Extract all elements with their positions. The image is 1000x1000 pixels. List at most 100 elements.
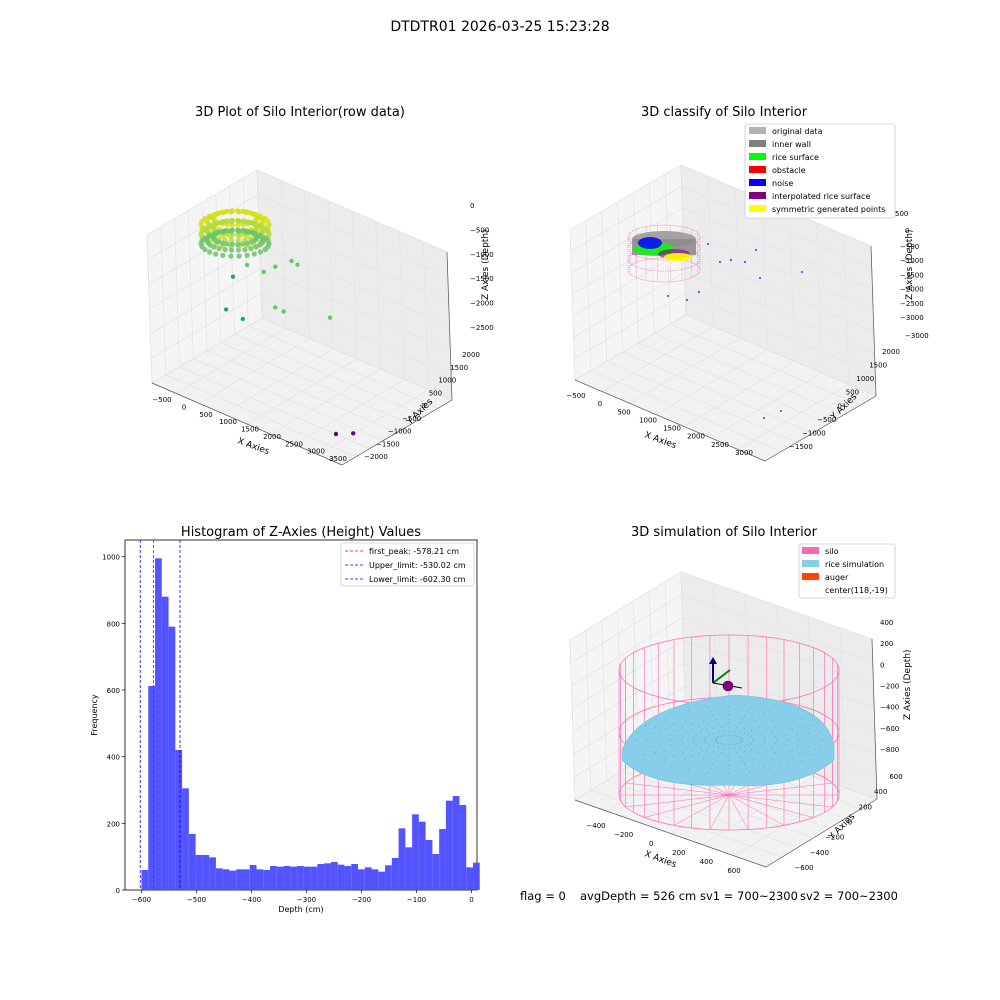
- x-tick-label: −500: [187, 896, 206, 904]
- tick-label: 2500: [285, 440, 303, 448]
- rice-simulation-point: [728, 744, 730, 746]
- rice-simulation-point: [728, 768, 730, 770]
- histogram-bar: [249, 865, 257, 890]
- rice-simulation-point: [771, 746, 773, 749]
- grid-line-y: [234, 333, 425, 417]
- y-tick-label: 0: [116, 887, 120, 895]
- rice-simulation-point: [734, 743, 736, 745]
- tick-label: −200: [825, 834, 844, 842]
- classify-plot-z-label: Z Axies (Depth): [905, 229, 915, 300]
- rice-simulation-point: [774, 752, 776, 754]
- legend-swatch: [749, 166, 766, 173]
- simulation-plot-z-label: Z Axies (Depth): [903, 649, 913, 720]
- raw-data-point: [257, 223, 263, 229]
- histogram-bar: [290, 866, 298, 890]
- raw-data-point: [220, 210, 226, 216]
- rice-simulation-point: [712, 750, 714, 753]
- rice-simulation-point: [710, 767, 712, 770]
- raw-data-point: [213, 230, 219, 236]
- rice-simulation-point: [717, 742, 720, 744]
- legend-label: first_peak: -578.21 cm: [369, 547, 459, 556]
- rice-simulation-point: [744, 750, 746, 753]
- histogram-bar: [236, 869, 243, 890]
- rice-simulation-point: [684, 759, 686, 761]
- histogram-bar: [168, 626, 176, 890]
- rice-simulation-point: [736, 735, 738, 737]
- histogram-legend: first_peak: -578.21 cm Upper_limit: -530.…: [340, 542, 475, 587]
- histogram-bar: [182, 788, 189, 890]
- raw-data-point: [213, 221, 219, 227]
- rice-simulation-point: [785, 734, 788, 736]
- histogram-bar: [263, 870, 271, 890]
- rice-simulation-point: [812, 724, 814, 727]
- rice-simulation-point: [783, 755, 785, 757]
- rice-simulation-point: [704, 737, 706, 739]
- simulation-plot-x-ticks: −400 −200 0 200 400 600: [586, 822, 740, 875]
- raw-data-point: [244, 240, 251, 246]
- rice-simulation-point: [635, 739, 637, 741]
- status-flag: flag = 0: [520, 889, 566, 903]
- rice-simulation-point: [728, 748, 730, 750]
- status-sv1: sv1 = 700~2300: [700, 889, 798, 903]
- histogram-x-ticks: −600 −500 −400 −300 −200 −100 0: [132, 890, 474, 904]
- histogram-bar: [222, 869, 230, 890]
- rice-simulation-point: [731, 743, 733, 746]
- legend-swatch: [749, 192, 766, 199]
- rice-simulation-point: [758, 762, 761, 764]
- rice-simulation-point: [760, 744, 763, 747]
- rice-simulation-point: [706, 743, 708, 745]
- rice-simulation-point: [779, 762, 781, 764]
- tick-label: −2000: [470, 300, 494, 308]
- tick-label: 600: [889, 773, 902, 781]
- y-tick-label: 1000: [102, 554, 120, 562]
- silo-floor-line: [728, 794, 814, 818]
- histogram-x-label: Depth (cm): [278, 905, 323, 914]
- tick-label: −500: [470, 226, 489, 234]
- histogram-bar: [148, 686, 156, 890]
- rice-simulation-point: [748, 754, 751, 756]
- rice-simulation-point: [664, 721, 666, 723]
- raw-data-point: [236, 209, 242, 215]
- rice-simulation-point: [722, 747, 725, 750]
- tick-label: −1500: [900, 271, 924, 279]
- rice-simulation-point: [712, 714, 715, 717]
- rice-simulation-point: [750, 743, 752, 745]
- rice-simulation-point: [756, 747, 758, 749]
- rice-simulation-point: [722, 743, 724, 745]
- histogram-bar: [155, 558, 162, 890]
- noise-point: [759, 277, 761, 279]
- noise-point: [698, 291, 700, 293]
- legend-label: center(118,-19): [825, 586, 888, 595]
- rice-simulation-point: [707, 724, 710, 726]
- legend-swatch: [802, 573, 819, 580]
- rice-simulation-point: [702, 720, 705, 722]
- grid-line-z: [571, 207, 873, 290]
- simulation-plot-title: 3D simulation of Silo Interior: [631, 525, 818, 540]
- rice-simulation-point: [677, 716, 679, 718]
- grid-line-z: [572, 663, 875, 732]
- silo-floor-line: [673, 794, 730, 826]
- raw-outlier-point: [289, 258, 294, 264]
- x-tick-label: −600: [132, 896, 151, 904]
- tick-label: −1000: [802, 429, 826, 437]
- rice-simulation-point: [757, 752, 760, 754]
- rice-simulation-point: [791, 728, 793, 730]
- histogram-bar: [317, 864, 325, 890]
- grid-line-z: [574, 293, 876, 375]
- rice-simulation-point: [717, 731, 719, 733]
- status-footer: flag = 0 avgDepth = 526 cm sv1 = 700~230…: [520, 889, 898, 903]
- rice-simulation-point: [712, 746, 715, 748]
- tick-label: 0: [848, 819, 852, 827]
- noise-point: [686, 299, 688, 301]
- grid-line-z: [574, 314, 877, 397]
- raw-outlier-point: [261, 269, 266, 275]
- histogram-y-ticks: 0 200 400 600 800 1000: [102, 554, 125, 895]
- rice-simulation-point: [659, 733, 662, 736]
- classify-plot-x-label: X Axies: [643, 430, 678, 451]
- tick-label: −500: [900, 243, 919, 251]
- raw-data-point: [228, 253, 234, 259]
- rice-simulation-point: [785, 744, 788, 746]
- tick-label: 400: [880, 619, 893, 627]
